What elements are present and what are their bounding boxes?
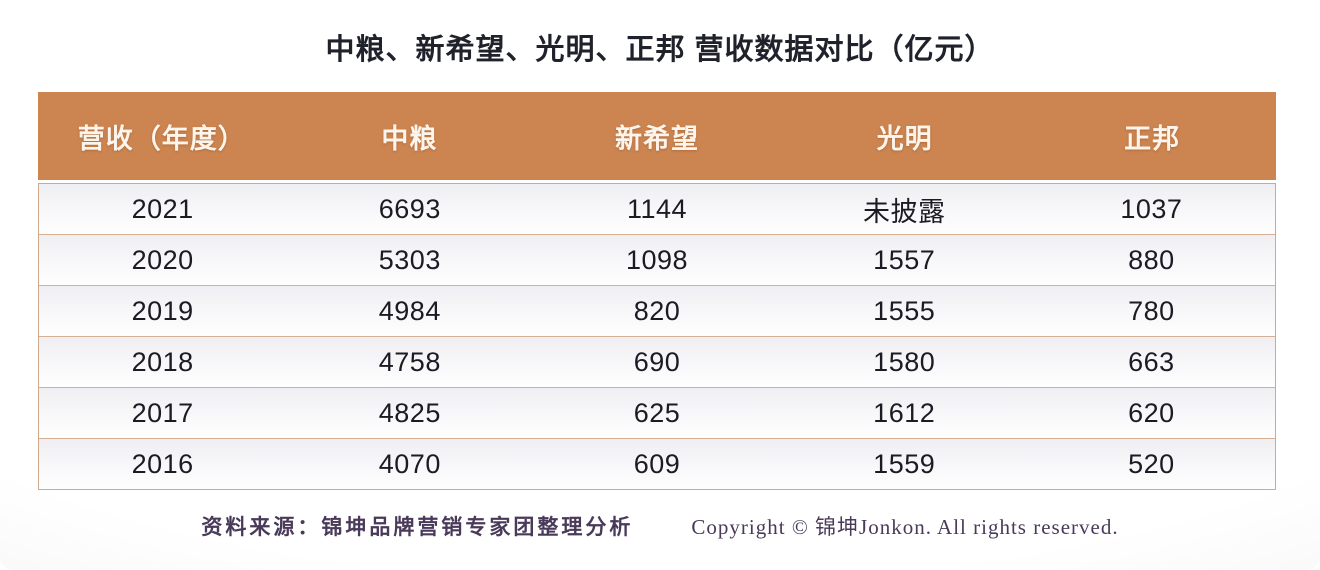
table-row: 2021 6693 1144 未披露 1037	[39, 184, 1275, 235]
value-cell: 609	[633, 448, 681, 479]
table-row: 2017 4825 625 1612 620	[39, 388, 1275, 439]
page-title: 中粮、新希望、光明、正邦 营收数据对比（亿元）	[325, 34, 995, 66]
column-header-0: 营收（年度）	[77, 123, 246, 154]
table-header-row: 营收（年度） 中粮 新希望 光明 正邦	[38, 92, 1276, 180]
table-row: 2020 5303 1098 1557 880	[39, 235, 1275, 286]
value-cell: 780	[1128, 295, 1175, 326]
column-header-3: 光明	[876, 123, 933, 154]
value-cell: 880	[1128, 244, 1175, 275]
revenue-comparison-table: 营收（年度） 中粮 新希望 光明 正邦 2021 6693 1144 未披露 1037 2020 5…	[38, 92, 1276, 490]
table-row: 2018 4758 690 1580 663	[39, 337, 1275, 388]
copyright-note: Copyright © 锦坤Jonkon. All rights reserve…	[691, 515, 1119, 539]
value-cell: 4984	[378, 295, 441, 326]
footer: 资料来源：锦坤品牌营销专家团整理分析 Copyright © 锦坤Jonkon.…	[0, 511, 1320, 541]
value-cell: 4825	[378, 397, 441, 428]
column-header-2: 新希望	[614, 123, 699, 154]
year-cell: 2018	[131, 346, 194, 377]
value-cell: 1555	[873, 295, 936, 326]
value-cell: 1557	[873, 244, 936, 275]
value-cell: 620	[1128, 397, 1175, 428]
value-cell: 5303	[378, 244, 441, 275]
value-cell: 1037	[1120, 193, 1183, 224]
table-row: 2019 4984 820 1555 780	[39, 286, 1275, 337]
value-cell: 1144	[626, 193, 688, 224]
value-cell: 4758	[378, 346, 441, 377]
year-cell: 2017	[131, 397, 194, 428]
value-cell: 1580	[873, 346, 936, 377]
value-cell: 820	[633, 295, 681, 326]
value-cell: 6693	[378, 193, 441, 224]
value-cell: 未披露	[862, 196, 946, 227]
year-cell: 2020	[131, 244, 194, 275]
source-note: 资料来源：锦坤品牌营销专家团整理分析	[201, 515, 634, 539]
column-header-4: 正邦	[1124, 123, 1181, 154]
value-cell: 690	[633, 346, 681, 377]
table-body: 2021 6693 1144 未披露 1037 2020 5303 1098 1557 880 20…	[38, 183, 1276, 490]
year-cell: 2019	[131, 295, 194, 326]
value-cell: 663	[1128, 346, 1175, 377]
value-cell: 4070	[378, 448, 441, 479]
year-cell: 2016	[131, 448, 194, 479]
table-row: 2016 4070 609 1559 520	[39, 439, 1275, 489]
value-cell: 625	[633, 397, 681, 428]
value-cell: 1612	[873, 397, 936, 428]
year-cell: 2021	[131, 193, 194, 224]
value-cell: 1559	[873, 448, 936, 479]
value-cell: 520	[1128, 448, 1175, 479]
column-header-1: 中粮	[381, 123, 438, 154]
value-cell: 1098	[625, 244, 689, 275]
